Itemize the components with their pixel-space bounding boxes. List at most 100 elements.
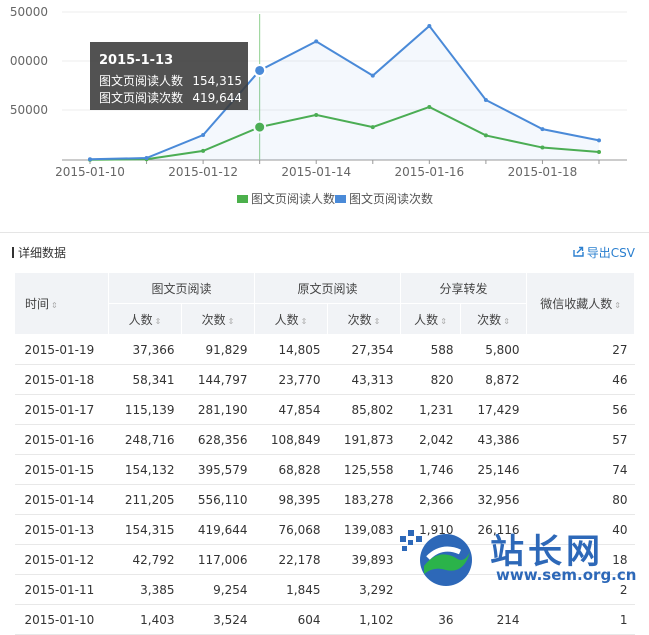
chart-tooltip: 2015-1-13 图文页阅读人数 154,315 图文页阅读次数 419,644 <box>90 42 248 110</box>
cell-value: 27 <box>526 334 635 365</box>
table-row: 2015-01-10 1,403 3,524 604 1,102 36 214 1 <box>14 604 635 635</box>
cell-date: 2015-01-19 <box>14 334 109 365</box>
tooltip-label: 图文页阅读人数 <box>99 73 183 88</box>
chart-legend[interactable]: 图文页阅读人数 图文页阅读次数 <box>237 191 433 206</box>
cell-value <box>460 574 527 605</box>
cell-value: 5,800 <box>460 334 527 365</box>
cell-value: 80 <box>526 484 635 515</box>
group-header-article-read: 图文页阅读 <box>107 272 256 304</box>
cell-value: 74 <box>526 454 635 485</box>
cell-value: 1,403 <box>108 604 182 635</box>
table-row: 2015-01-16 248,716 628,356 108,849 191,873 2,… <box>14 424 635 455</box>
cell-value: 2,042 <box>400 424 461 455</box>
cell-value: 98,395 <box>254 484 328 515</box>
cell-value: 281,190 <box>181 394 255 425</box>
table-row: 2015-01-14 211,205 556,110 98,395 183,278 2,3… <box>14 484 635 515</box>
chart-series <box>88 23 601 162</box>
cell-value: 1,845 <box>254 574 328 605</box>
cell-date: 2015-01-10 <box>14 604 109 635</box>
table-row: 2015-01-15 154,132 395,579 68,828 125,558 1,7… <box>14 454 635 485</box>
sub-header-count[interactable]: 次数 ⇕ <box>180 303 256 335</box>
data-point <box>314 112 319 117</box>
cell-value: 14,805 <box>254 334 328 365</box>
cell-value: 183,278 <box>327 484 401 515</box>
cell-value: 108,849 <box>254 424 328 455</box>
sort-icon: ⇕ <box>227 316 235 326</box>
cell-date: 2015-01-16 <box>14 424 109 455</box>
tooltip-date: 2015-1-13 <box>99 53 173 68</box>
cell-value: 23,770 <box>254 364 328 395</box>
export-csv-button[interactable]: 导出CSV <box>573 244 635 261</box>
cell-value: 154,132 <box>108 454 182 485</box>
table-row: 2015-01-11 3,385 9,254 1,845 3,292 2 <box>14 574 635 605</box>
cell-value: 154,315 <box>108 514 182 545</box>
tooltip-label: 图文页阅读次数 <box>99 90 183 105</box>
cell-value: 91,829 <box>181 334 255 365</box>
section-title-text: 详细数据 <box>18 246 67 260</box>
cell-date: 2015-01-12 <box>14 544 109 575</box>
cell-value: 43,386 <box>460 424 527 455</box>
section-title: 详细数据 <box>12 244 66 261</box>
sort-icon: ⇕ <box>614 301 621 310</box>
sub-header-count[interactable]: 次数 ⇕ <box>327 303 402 335</box>
series-line <box>89 24 600 161</box>
cell-value: 144,797 <box>181 364 255 395</box>
data-point <box>540 145 545 150</box>
y-tick-label: 00000 <box>10 54 48 68</box>
cell-value: 58,341 <box>108 364 182 395</box>
tooltip-value: 419,644 <box>192 91 242 105</box>
data-point <box>483 133 488 138</box>
cell-value: 139,083 <box>327 514 401 545</box>
cell-date: 2015-01-17 <box>14 394 109 425</box>
cell-value: 76,068 <box>254 514 328 545</box>
series-line <box>89 105 600 161</box>
cell-value: 3,292 <box>327 574 401 605</box>
cell-value: 191,873 <box>327 424 401 455</box>
cell-value: 1,231 <box>400 394 461 425</box>
sub-header-label: 次数 <box>347 312 372 327</box>
cell-value: 604 <box>254 604 328 635</box>
sub-header-people[interactable]: 人数 ⇕ <box>108 303 182 335</box>
cell-value: 46 <box>526 364 635 395</box>
sub-header-label: 人数 <box>128 312 153 327</box>
x-tick-label: 2015-01-12 <box>168 165 238 179</box>
y-tick-label: 50000 <box>10 5 48 19</box>
cell-value: 36 <box>400 604 461 635</box>
sort-icon: ⇕ <box>154 316 162 326</box>
cell-value: 17,429 <box>460 394 527 425</box>
cell-value: 1 <box>526 604 635 635</box>
data-point <box>314 39 319 44</box>
col-fav-header[interactable]: 微信收藏人数 ⇕ <box>526 272 636 335</box>
sort-icon: ⇕ <box>51 301 58 310</box>
legend-label: 图文页阅读人数 <box>251 191 335 206</box>
data-point <box>201 148 206 153</box>
cell-date: 2015-01-13 <box>14 514 109 545</box>
group-header-original-read: 原文页阅读 <box>254 272 402 304</box>
y-axis: 50000 00000 50000 <box>10 5 48 117</box>
x-axis: 2015-01-10 2015-01-12 2015-01-14 2015-01-16… <box>55 160 600 179</box>
sub-header-people[interactable]: 人数 ⇕ <box>400 303 462 335</box>
cell-date: 2015-01-15 <box>14 454 109 485</box>
cell-value: 27,354 <box>327 334 401 365</box>
cell-value: 68,828 <box>254 454 328 485</box>
data-point <box>370 125 375 130</box>
group-header-share: 分享转发 <box>400 272 528 304</box>
data-point-highlight <box>253 120 267 134</box>
cell-value: 2,366 <box>400 484 461 515</box>
sub-header-row: 人数 ⇕ 次数 ⇕ 人数 ⇕ 次数 ⇕ 人数 ⇕ 次数 ⇕ <box>15 303 635 335</box>
x-tick-label: 2015-01-10 <box>55 165 125 179</box>
table-row: 2015-01-18 58,341 144,797 23,770 43,313 820 8,… <box>14 364 635 395</box>
sub-header-count[interactable]: 次数 ⇕ <box>460 303 528 335</box>
data-point <box>201 133 206 138</box>
cell-value: 18 <box>526 544 635 575</box>
export-icon <box>573 246 584 260</box>
cell-value: 1,746 <box>400 454 461 485</box>
legend-swatch <box>335 195 346 203</box>
line-chart: 50000 00000 50000 2015-01-10 2015-01-12 2015… <box>0 0 649 225</box>
sub-header-people[interactable]: 人数 ⇕ <box>254 303 329 335</box>
cell-value: 40 <box>526 514 635 545</box>
col-time-header[interactable]: 时间 ⇕ <box>14 272 109 335</box>
data-point <box>427 23 432 28</box>
table-row: 2015-01-12 42,792 117,006 22,178 39,893 18 <box>14 544 635 575</box>
sort-icon: ⇕ <box>503 316 510 326</box>
